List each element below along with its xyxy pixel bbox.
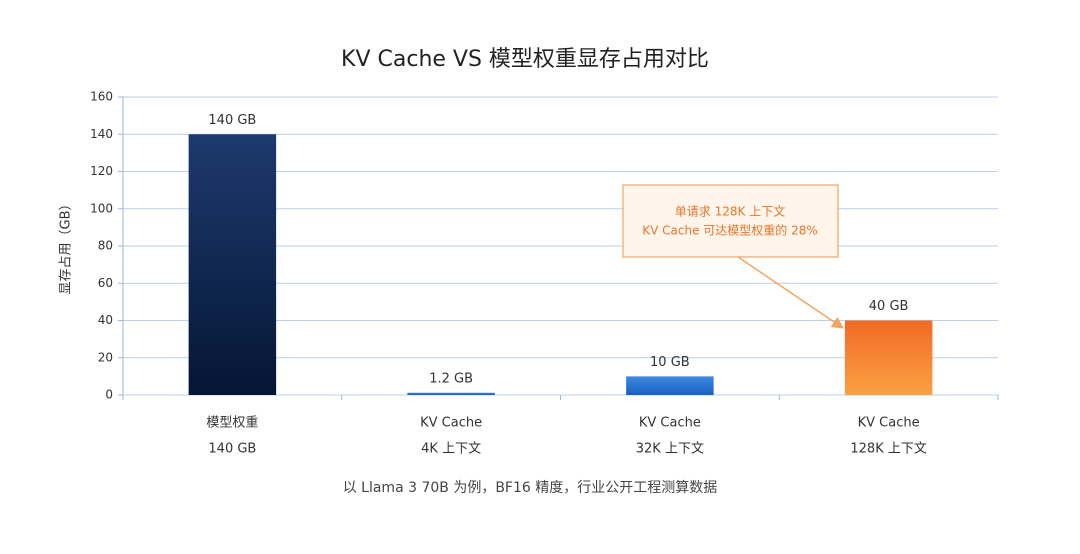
value-label: 10 GB [650,355,690,370]
y-tick-label: 20 [98,350,113,364]
y-tick-label: 60 [98,276,113,290]
value-label: 40 GB [869,299,909,314]
value-label: 1.2 GB [429,371,473,386]
y-axis-label: 显存占用（GB） [59,198,74,295]
annotation-arrow [737,256,844,329]
y-tick-label: 120 [90,164,113,178]
x-tick-label: KV Cache [639,416,701,431]
x-tick-label: 128K 上下文 [850,442,926,457]
y-tick-label: 40 [98,313,113,327]
annotation-text: KV Cache 可达模型权重的 28% [642,223,818,238]
x-tick-label: 4K 上下文 [421,442,481,457]
bar [844,320,933,395]
y-tick-label: 100 [90,201,113,215]
y-tick-label: 160 [90,90,113,104]
x-tick-label: KV Cache [858,416,920,431]
x-tick-label: 140 GB [208,442,256,457]
x-tick-label: 32K 上下文 [636,442,704,457]
value-label: 140 GB [208,113,256,128]
bar [626,376,714,395]
x-tick-label: 模型权重 [206,415,258,431]
y-tick-label: 0 [105,388,113,402]
chart-title: KV Cache VS 模型权重显存占用对比 [341,47,709,72]
bar [407,392,495,395]
x-tick-label: KV Cache [420,416,482,431]
y-tick-label: 80 [98,239,113,253]
bar [188,134,277,395]
annotation-text: 单请求 128K 上下文 [675,204,785,219]
footnote: 以 Llama 3 70B 为例，BF16 精度，行业公开工程测算数据 [343,480,718,496]
annotation-box [622,184,839,258]
y-tick-label: 140 [90,127,113,141]
